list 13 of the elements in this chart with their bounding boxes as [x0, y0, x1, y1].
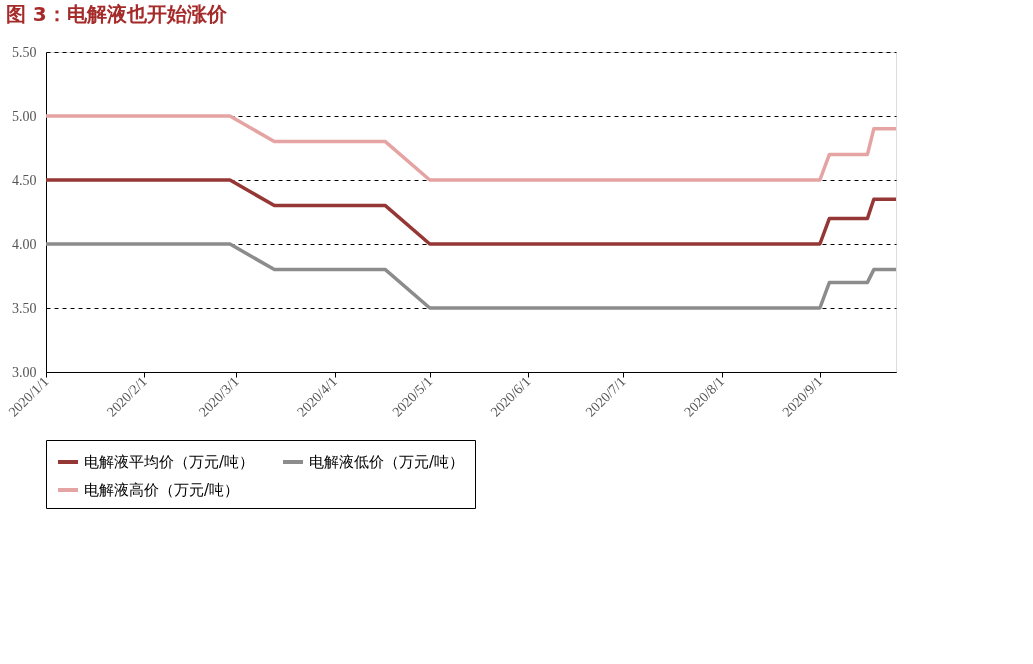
legend-label: 电解液平均价（万元/吨） [84, 453, 255, 471]
y-tick-label: 4.50 [12, 172, 37, 188]
y-tick-label: 5.50 [12, 44, 37, 60]
y-tick-label: 3.00 [12, 364, 37, 380]
y-tick-label: 5.00 [12, 108, 37, 124]
y-tick-label: 3.50 [12, 300, 37, 316]
legend-label: 电解液高价（万元/吨） [84, 481, 240, 499]
legend-label: 电解液低价（万元/吨） [309, 453, 465, 471]
line-series [44, 114, 898, 182]
line-series [44, 178, 898, 246]
line-series [44, 242, 898, 310]
chart-title: 图 3：电解液也开始涨价 [5, 2, 228, 26]
y-tick-label: 4.00 [12, 236, 37, 252]
